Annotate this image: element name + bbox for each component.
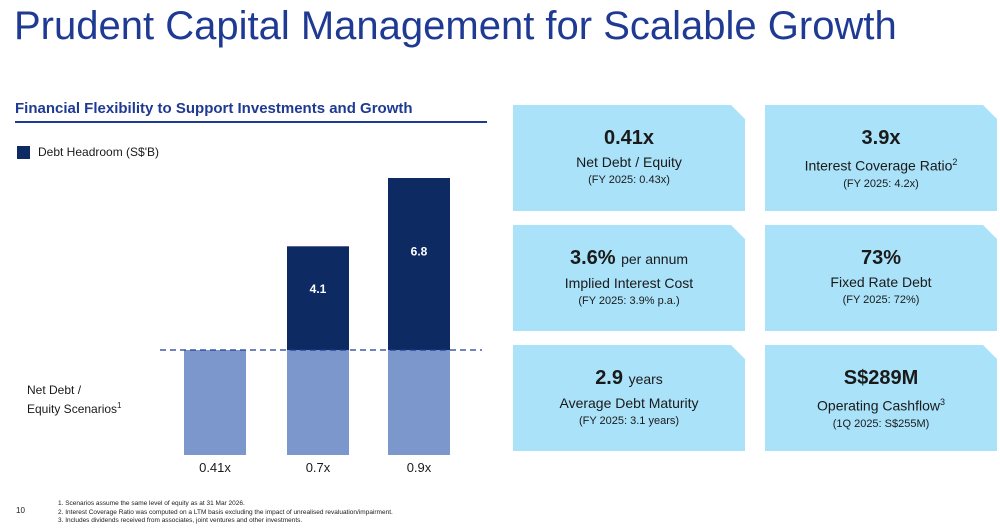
legend-label: Debt Headroom (S$'B) (38, 145, 160, 159)
kpi-card-interest-coverage: 3.9x Interest Coverage Ratio2 (FY 2025: … (765, 105, 997, 211)
base-bar (287, 350, 349, 455)
kpi-value: 0.41x (603, 127, 655, 149)
section-heading: Financial Flexibility to Support Investm… (15, 100, 413, 117)
section-divider (15, 121, 487, 123)
chart-legend: Debt Headroom (S$'B) (17, 145, 159, 159)
kpi-value: 3.6% (569, 247, 616, 269)
footnote: 1. Scenarios assume the same level of eq… (58, 500, 245, 507)
base-bar (388, 350, 450, 455)
kpi-value: S$289M (843, 367, 919, 389)
headroom-bar (388, 178, 450, 350)
kpi-card-implied-interest-cost: 3.6% per annum Implied Interest Cost (FY… (513, 225, 745, 331)
scenario-label-line2: Equity Scenarios (27, 402, 118, 416)
kpi-footnote-ref: 2 (952, 157, 958, 167)
category-tick-label: 0.9x (407, 460, 432, 475)
kpi-label: Net Debt / Equity (576, 154, 682, 170)
kpi-unit: years (628, 371, 663, 387)
kpi-sub: (FY 2025: 4.2x) (843, 177, 919, 190)
footnote: 3. Includes dividends received from asso… (58, 517, 303, 524)
kpi-sub: (FY 2025: 0.43x) (588, 174, 670, 186)
kpi-sub: (FY 2025: 72%) (842, 294, 920, 306)
category-tick-label: 0.41x (199, 460, 231, 475)
bar-data-label: 6.8 (411, 244, 428, 258)
kpi-sub: (FY 2025: 3.1 years) (578, 415, 680, 427)
kpi-value: 3.9x (861, 127, 901, 149)
kpi-card-fixed-rate-debt: 73% Fixed Rate Debt (FY 2025: 72%) (765, 225, 997, 331)
kpi-label: Average Debt Maturity (559, 395, 699, 411)
kpi-value: 2.9 (595, 367, 623, 389)
scenario-axis-label: Net Debt / Equity Scenarios1 (27, 382, 122, 417)
kpi-label: Interest Coverage Ratio (804, 157, 953, 174)
kpi-label: Implied Interest Cost (564, 275, 694, 291)
footnote: 2. Interest Coverage Ratio was computed … (58, 508, 393, 516)
kpi-label: Fixed Rate Debt (830, 274, 932, 290)
footnotes: 1. Scenarios assume the same level of eq… (58, 500, 393, 526)
scenario-label-sup: 1 (117, 401, 122, 410)
bar-data-label: 4.1 (310, 282, 327, 296)
page-number: 10 (16, 506, 25, 515)
kpi-sub: (1Q 2025: S$255M) (832, 417, 930, 430)
category-tick-label: 0.7x (306, 460, 331, 475)
kpi-footnote-ref: 3 (939, 397, 945, 407)
kpi-card-average-debt-maturity: 2.9 years Average Debt Maturity (FY 2025… (513, 345, 745, 451)
kpi-sub: (FY 2025: 3.9% p.a.) (578, 295, 680, 307)
kpi-card-net-debt-equity: 0.41x Net Debt / Equity (FY 2025: 0.43x) (513, 105, 745, 211)
kpi-value: 73% (860, 247, 902, 269)
kpi-card-operating-cashflow: S$289M Operating Cashflow3 (1Q 2025: S$2… (765, 345, 997, 451)
kpi-unit: per annum (621, 251, 689, 267)
kpi-label: Operating Cashflow (817, 397, 940, 414)
headroom-bar (287, 246, 349, 350)
legend-swatch (17, 145, 30, 159)
scenario-label-line1: Net Debt / (27, 383, 82, 397)
base-bar (184, 350, 246, 455)
slide-title: Prudent Capital Management for Scalable … (14, 4, 897, 48)
